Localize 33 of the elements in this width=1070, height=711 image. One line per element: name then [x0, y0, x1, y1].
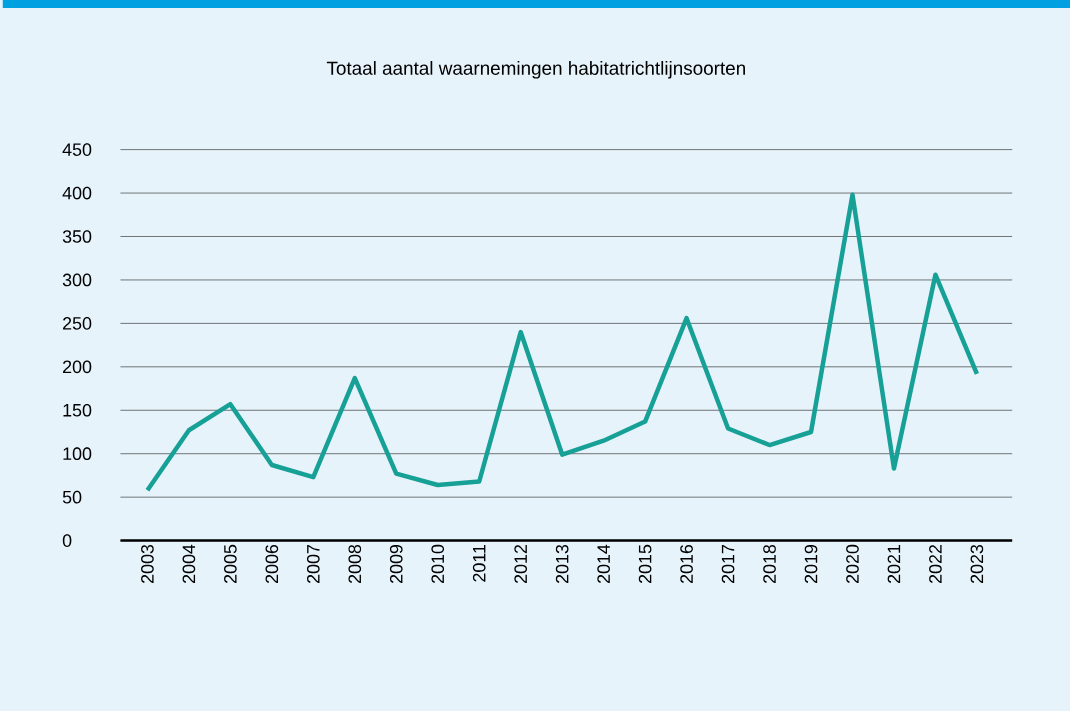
x-tick-label: 2015: [638, 544, 652, 583]
x-tick-label: 2021: [887, 544, 901, 583]
x-tick-label: 2020: [846, 544, 859, 583]
y-tick-label: 450: [62, 143, 92, 156]
x-tick-label: 2016: [680, 544, 693, 583]
y-tick-label: 400: [62, 186, 92, 200]
x-tick-label: 2005: [224, 544, 237, 583]
x-tick-label: 2003: [141, 544, 154, 583]
x-tick-label: 2010: [431, 544, 445, 583]
y-tick-label: 350: [62, 230, 92, 243]
chart-title: Totaal aantal waarnemingen habitatrichtlijnsoorten: [326, 60, 745, 79]
x-tick-label: 2019: [804, 544, 818, 583]
y-tick-label: 250: [63, 316, 92, 330]
x-tick-label: 2006: [265, 544, 279, 583]
y-tick-label: 100: [63, 447, 92, 460]
x-tick-label: 2007: [306, 544, 320, 583]
x-tick-label: 2022: [929, 544, 942, 583]
x-tick-label: 2012: [514, 544, 528, 583]
x-tick-label: 2008: [348, 544, 362, 583]
x-tick-label: 2018: [763, 544, 776, 583]
y-tick-label: 150: [63, 403, 92, 417]
x-tick-label: 2023: [970, 544, 984, 583]
y-tick-label: 200: [63, 360, 92, 374]
line-series: [145, 192, 980, 493]
y-tick-label: 0: [62, 534, 72, 547]
y-tick-label: 300: [62, 273, 92, 287]
x-tick-label: 2013: [555, 544, 569, 583]
x-tick-label: 2004: [182, 544, 196, 583]
x-tick-label: 2011: [472, 544, 486, 582]
x-tick-label: 2014: [597, 544, 610, 583]
x-tick-label: 2017: [721, 544, 735, 583]
x-tick-label: 2009: [389, 544, 403, 583]
y-tick-label: 50: [62, 490, 82, 504]
